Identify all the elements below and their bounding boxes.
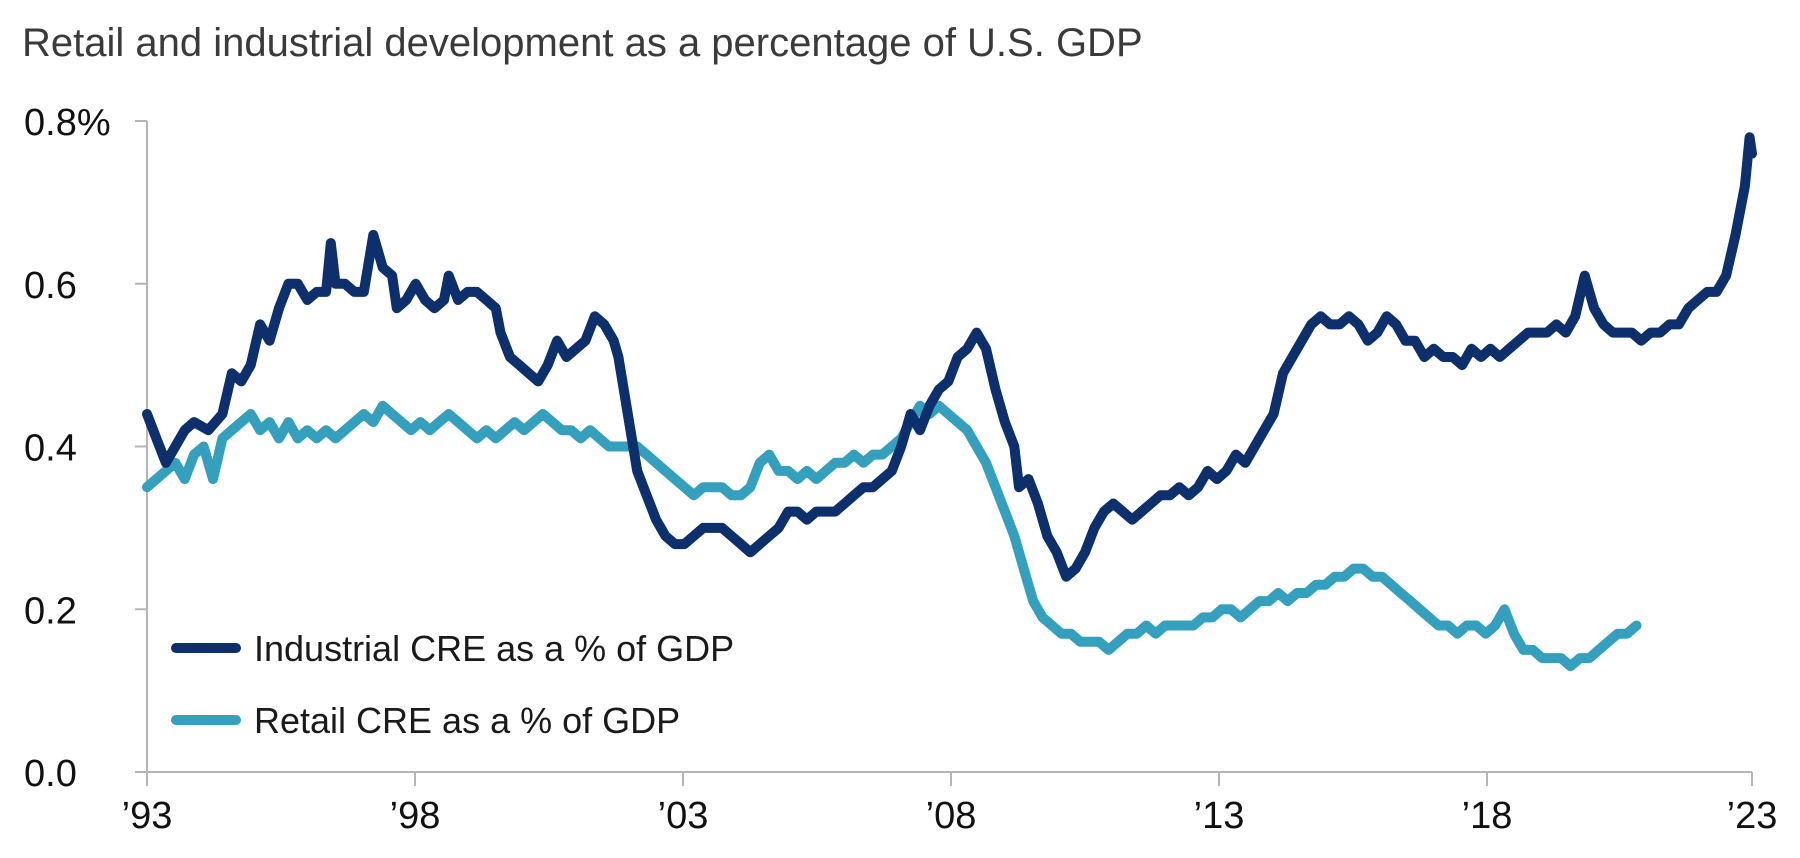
x-tick-label: ’03 — [658, 795, 709, 837]
x-tick-label: ’13 — [1194, 795, 1245, 837]
x-tick-label: ’93 — [122, 795, 173, 837]
x-tick-label: ’18 — [1462, 795, 1513, 837]
y-tick-label: 0.2 — [24, 590, 77, 632]
y-tick-label: 0.6 — [24, 265, 77, 307]
x-axis: ’93 ’98 ’03 ’08 ’13 ’18 ’23 — [122, 771, 1778, 837]
legend: Industrial CRE as a % of GDP Retail CRE … — [171, 628, 734, 741]
chart-title: Retail and industrial development as a p… — [22, 21, 1143, 65]
x-tick-label: ’23 — [1727, 795, 1778, 837]
x-tick-label: ’98 — [390, 795, 441, 837]
y-tick-label: 0.8% — [24, 102, 111, 144]
series-layer — [142, 132, 1757, 672]
series-line-retail — [142, 400, 1642, 672]
y-axis: 0.8% 0.6 0.4 0.2 0.0 — [24, 102, 148, 795]
series-line-industrial — [142, 132, 1757, 582]
legend-label-industrial: Industrial CRE as a % of GDP — [254, 628, 734, 669]
y-tick-label: 0.0 — [24, 753, 77, 795]
legend-label-retail: Retail CRE as a % of GDP — [254, 700, 680, 741]
y-tick-label: 0.4 — [24, 428, 77, 470]
x-tick-label: ’08 — [926, 795, 977, 837]
